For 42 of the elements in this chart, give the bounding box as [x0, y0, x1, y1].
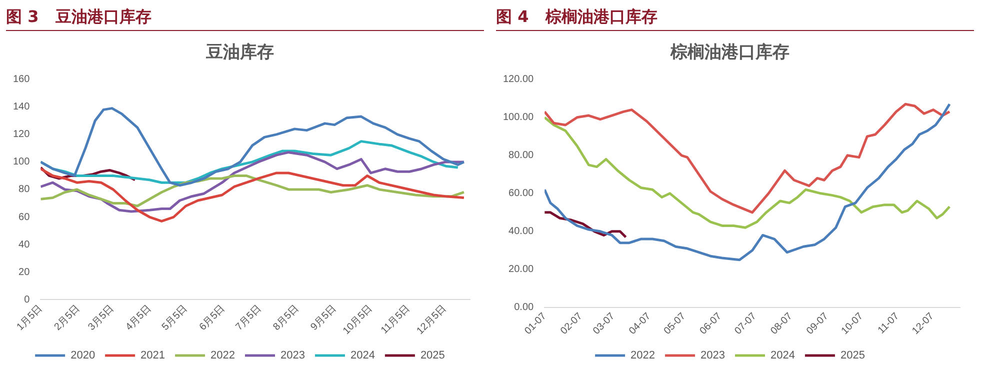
y-tick-label: 100 [12, 156, 30, 168]
x-tick-label: 6月5日 [198, 303, 228, 333]
legend-label: 2024 [350, 350, 375, 362]
legend-label: 2020 [70, 350, 96, 362]
y-tick-label: 80 [18, 184, 30, 196]
legend-label: 2022 [210, 350, 236, 362]
legend-label: 2024 [770, 350, 795, 362]
y-tick-label: 120.00 [502, 74, 534, 86]
chart-subtitle: 豆油库存 [205, 42, 274, 63]
y-tick-label: 80.00 [508, 150, 534, 162]
legend-label: 2023 [700, 350, 726, 362]
legend-label: 2022 [630, 350, 656, 362]
x-tick-label: 10月5日 [341, 303, 375, 337]
legend-label: 2021 [140, 350, 166, 362]
x-tick-label: 3月5日 [86, 303, 116, 333]
x-tick-label: 5月5日 [160, 303, 190, 333]
x-tick-label: 7月5日 [234, 303, 264, 333]
y-tick-label: 120 [12, 129, 30, 140]
y-tick-label: 0.00 [514, 302, 534, 314]
y-tick-label: 40.00 [508, 226, 534, 238]
y-tick-label: 60 [18, 212, 30, 223]
x-tick-label: 9月5日 [308, 303, 339, 333]
legend-label: 2023 [280, 350, 305, 362]
legend-label: 2025 [840, 350, 865, 362]
chart-subtitle: 棕榈油港口库存 [670, 42, 790, 63]
y-tick-label: 40 [18, 239, 30, 250]
x-tick-label: 12月5日 [414, 303, 449, 337]
x-tick-label: 1月5日 [14, 303, 45, 333]
y-tick-label: 0 [24, 294, 30, 306]
y-tick-label: 20 [18, 266, 30, 278]
chart-title: 图 3 豆油港口库存 [6, 4, 484, 31]
x-tick-label: 4月5日 [124, 303, 154, 333]
x-tick-label: 2月5日 [52, 303, 82, 333]
x-tick-label: 8月5日 [271, 303, 302, 333]
y-tick-label: 140 [12, 102, 30, 113]
y-tick-label: 60.00 [508, 188, 534, 200]
y-tick-label: 160 [12, 74, 30, 86]
x-tick-label: 11月5日 [379, 303, 412, 336]
legend-label: 2025 [420, 350, 445, 362]
chart-title: 图 4 棕榈油港口库存 [496, 4, 974, 31]
y-tick-label: 100.00 [502, 112, 534, 124]
y-tick-label: 20.00 [508, 264, 534, 276]
